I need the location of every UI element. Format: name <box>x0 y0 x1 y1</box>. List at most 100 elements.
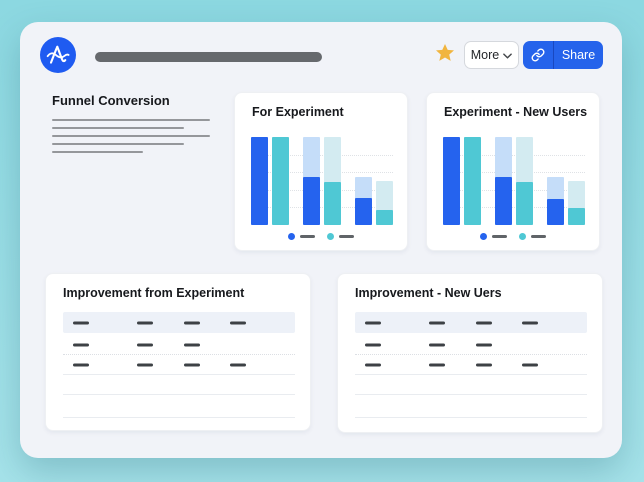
bar-variant-step-1[interactable] <box>272 137 289 225</box>
cell-value-placeholder <box>184 321 200 324</box>
cell-value-placeholder <box>73 343 89 346</box>
gridline <box>443 172 585 174</box>
placeholder-text-line <box>52 143 184 145</box>
share-button[interactable]: Share <box>523 41 603 69</box>
legend-dot <box>480 233 487 240</box>
table-row <box>355 395 587 418</box>
cell-value-placeholder <box>522 363 538 366</box>
chart-title: Experiment - New Users <box>444 105 588 119</box>
bar-group-step-2 <box>303 137 341 225</box>
bar-variant-step-1[interactable] <box>464 137 481 225</box>
legend-item-variant[interactable] <box>327 233 354 240</box>
bar-fill-control <box>303 177 320 225</box>
cell-value-placeholder <box>365 343 381 346</box>
favorite-star-icon[interactable] <box>435 43 455 63</box>
placeholder-table <box>63 312 295 418</box>
cell-value-placeholder <box>137 363 153 366</box>
bar-control-step-3[interactable] <box>547 176 564 225</box>
share-button-label: Share <box>561 48 596 62</box>
bar-variant-step-3[interactable] <box>568 181 585 225</box>
table-card-improvement-new-uers: Improvement - New Uers <box>337 273 603 433</box>
table-row <box>63 395 295 418</box>
legend-item-control[interactable] <box>480 233 507 240</box>
bar-control-step-2[interactable] <box>495 137 512 225</box>
chart-title: For Experiment <box>252 105 344 119</box>
table-row <box>63 335 295 355</box>
bar-plot <box>251 137 393 225</box>
cell-value-placeholder <box>476 321 492 324</box>
legend-dot <box>519 233 526 240</box>
placeholder-text-line <box>52 119 210 121</box>
table-row <box>355 335 587 355</box>
table-header-row <box>63 312 295 333</box>
table-row <box>63 375 295 395</box>
legend-dot <box>327 233 334 240</box>
bar-control-step-1[interactable] <box>251 137 268 225</box>
table-header-row <box>355 312 587 333</box>
table-row <box>355 355 587 375</box>
legend-label-placeholder <box>492 235 507 238</box>
gridline <box>443 207 585 209</box>
cell-value-placeholder <box>429 363 445 366</box>
gridline <box>251 154 393 156</box>
cell-value-placeholder <box>365 321 381 324</box>
amplitude-logo <box>40 37 76 73</box>
cell-value-placeholder <box>230 321 246 324</box>
cell-value-placeholder <box>429 321 445 324</box>
bar-variant-step-2[interactable] <box>324 137 341 225</box>
table-title: Improvement from Experiment <box>63 286 245 300</box>
cell-value-placeholder <box>522 321 538 324</box>
cell-value-placeholder <box>476 363 492 366</box>
bar-group-step-2 <box>495 137 533 225</box>
chart-legend <box>235 233 407 240</box>
legend-dot <box>288 233 295 240</box>
table-card-improvement-from-experiment: Improvement from Experiment <box>45 273 311 431</box>
cell-value-placeholder <box>137 321 153 324</box>
bar-fill-variant <box>568 208 585 225</box>
bar-fill-variant <box>516 181 533 225</box>
bar-control-step-1[interactable] <box>443 137 460 225</box>
bar-fill-control <box>355 197 372 225</box>
bar-fill-variant <box>324 181 341 225</box>
share-button-divider <box>553 41 554 69</box>
chart-card-experiment-new-users: Experiment - New Users <box>426 92 600 251</box>
cell-value-placeholder <box>137 343 153 346</box>
bar-fill-variant <box>464 137 481 225</box>
chevron-down-icon <box>503 52 513 59</box>
legend-item-control[interactable] <box>288 233 315 240</box>
table-row <box>63 355 295 375</box>
gridline <box>251 172 393 174</box>
bar-fill-control <box>251 137 268 225</box>
legend-label-placeholder <box>339 235 354 238</box>
gridline <box>443 154 585 156</box>
dashboard-title-placeholder <box>95 52 322 62</box>
bar-variant-step-2[interactable] <box>516 137 533 225</box>
more-button-label: More <box>470 48 500 62</box>
bar-group-step-1 <box>251 137 289 225</box>
table-row <box>355 375 587 395</box>
cell-value-placeholder <box>184 363 200 366</box>
funnel-description-placeholder <box>52 119 210 159</box>
legend-label-placeholder <box>300 235 315 238</box>
legend-label-placeholder <box>531 235 546 238</box>
placeholder-table <box>355 312 587 418</box>
bar-fill-control <box>495 177 512 225</box>
bar-group-step-3 <box>355 137 393 225</box>
chart-legend <box>427 233 599 240</box>
funnel-conversion-title: Funnel Conversion <box>52 93 170 108</box>
cell-value-placeholder <box>73 321 89 324</box>
placeholder-text-line <box>52 127 184 129</box>
gridline <box>251 207 393 209</box>
cell-value-placeholder <box>230 363 246 366</box>
cell-value-placeholder <box>476 343 492 346</box>
dashboard-container: More Share Funnel Conversion For Experim… <box>20 22 622 458</box>
more-button[interactable]: More <box>464 41 519 69</box>
chart-card-for-experiment: For Experiment <box>234 92 408 251</box>
bar-group-step-3 <box>547 137 585 225</box>
legend-item-variant[interactable] <box>519 233 546 240</box>
bar-control-step-3[interactable] <box>355 176 372 225</box>
bar-control-step-2[interactable] <box>303 137 320 225</box>
bar-plot <box>443 137 585 225</box>
bar-variant-step-3[interactable] <box>376 181 393 225</box>
cell-value-placeholder <box>365 363 381 366</box>
